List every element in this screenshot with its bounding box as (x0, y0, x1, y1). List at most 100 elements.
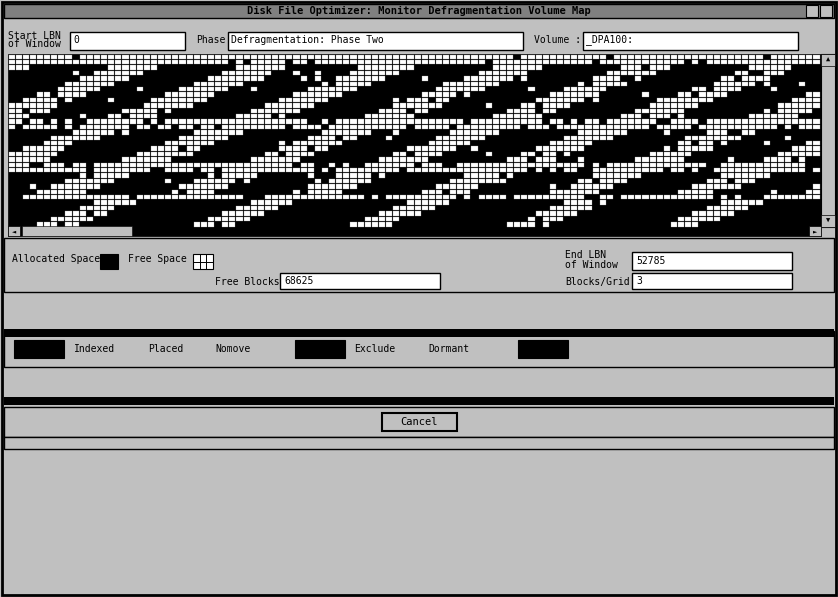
Bar (735, 60, 741, 64)
Bar (215, 195, 221, 199)
Bar (393, 54, 399, 59)
Bar (4, 397, 834, 405)
Bar (73, 130, 79, 134)
Bar (814, 195, 820, 199)
Bar (678, 114, 684, 118)
Bar (728, 119, 734, 124)
Bar (792, 195, 798, 199)
Bar (322, 87, 328, 91)
Bar (230, 217, 235, 221)
Bar (778, 119, 784, 124)
Bar (379, 60, 385, 64)
Bar (664, 103, 670, 107)
Bar (37, 152, 43, 156)
Bar (799, 146, 805, 151)
Bar (728, 136, 734, 140)
Bar (208, 184, 214, 189)
Bar (458, 190, 463, 194)
Bar (529, 152, 535, 156)
Bar (59, 217, 65, 221)
Bar (607, 174, 613, 178)
Bar (583, 32, 798, 50)
Bar (293, 60, 299, 64)
Bar (144, 114, 150, 118)
Bar (272, 65, 278, 70)
Bar (44, 93, 50, 97)
Bar (415, 201, 421, 205)
Bar (215, 54, 221, 59)
Bar (771, 119, 777, 124)
Bar (201, 184, 207, 189)
Bar (336, 190, 342, 194)
Bar (301, 195, 307, 199)
Bar (450, 168, 456, 173)
Bar (407, 98, 413, 102)
Bar (700, 211, 706, 216)
Bar (51, 184, 57, 189)
Bar (407, 168, 413, 173)
Bar (179, 125, 185, 129)
Bar (336, 195, 342, 199)
Bar (151, 103, 157, 107)
Bar (30, 157, 36, 162)
Bar (386, 157, 392, 162)
Bar (407, 54, 413, 59)
Bar (422, 201, 427, 205)
Bar (336, 184, 342, 189)
Bar (535, 60, 541, 64)
Bar (386, 65, 392, 70)
Bar (94, 76, 100, 81)
Bar (87, 119, 93, 124)
Bar (614, 82, 620, 86)
Bar (763, 70, 769, 75)
Bar (678, 103, 684, 107)
Bar (8, 54, 821, 227)
Bar (80, 54, 85, 59)
Bar (564, 152, 570, 156)
Bar (94, 184, 100, 189)
Bar (692, 60, 698, 64)
Bar (450, 54, 456, 59)
Bar (194, 190, 199, 194)
Bar (44, 60, 50, 64)
Bar (336, 141, 342, 146)
Bar (614, 179, 620, 183)
Bar (550, 157, 556, 162)
Bar (614, 125, 620, 129)
Bar (806, 195, 812, 199)
Bar (600, 174, 606, 178)
Bar (486, 82, 492, 86)
Bar (8, 125, 14, 129)
Bar (521, 54, 527, 59)
Bar (122, 174, 128, 178)
Bar (450, 136, 456, 140)
Bar (407, 157, 413, 162)
Bar (151, 98, 157, 102)
Bar (814, 184, 820, 189)
Bar (792, 109, 798, 113)
Bar (735, 168, 741, 173)
Bar (814, 60, 820, 64)
Bar (279, 168, 285, 173)
Bar (586, 201, 592, 205)
Bar (700, 146, 706, 151)
Bar (771, 60, 777, 64)
Bar (664, 98, 670, 102)
Bar (279, 109, 285, 113)
Bar (187, 87, 193, 91)
Bar (635, 109, 641, 113)
Bar (643, 119, 649, 124)
Bar (771, 54, 777, 59)
Bar (464, 195, 470, 199)
Text: Disk File Optimizer: Monitor Defragmentation Volume Map: Disk File Optimizer: Monitor Defragmenta… (247, 6, 591, 16)
Bar (564, 211, 570, 216)
Bar (144, 152, 150, 156)
Bar (458, 136, 463, 140)
Bar (287, 157, 292, 162)
Bar (464, 82, 470, 86)
Bar (329, 195, 335, 199)
Bar (279, 125, 285, 129)
Bar (735, 174, 741, 178)
Bar (308, 168, 313, 173)
Bar (293, 125, 299, 129)
